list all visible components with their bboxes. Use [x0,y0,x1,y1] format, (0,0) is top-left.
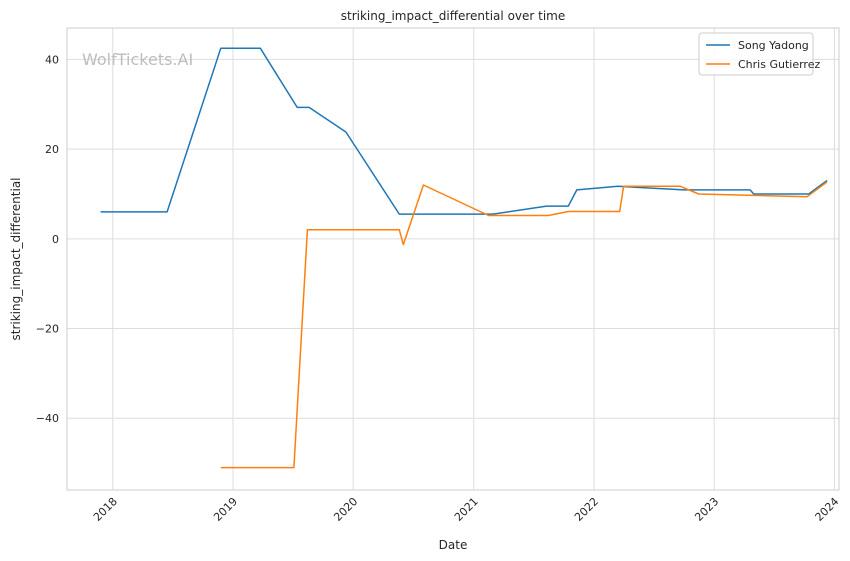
legend: Song Yadong Chris Gutierrez [698,32,820,76]
y-tick-label: 0 [52,233,59,246]
plot-frame [66,27,840,491]
y-tick-label: −40 [36,412,59,425]
legend-label-chris-gutierrez: Chris Gutierrez [738,58,820,71]
grid-lines [67,28,839,490]
y-tick-label: −20 [36,323,59,336]
y-axis-title: striking_impact_differential [9,177,23,340]
y-tick-label: 20 [45,143,59,156]
watermark-text: WolfTickets.AI [82,50,193,69]
series-line-chris-gutierrez [220,181,828,469]
legend-label-song-yadong: Song Yadong [738,39,809,52]
series-line-song-yadong [100,47,828,215]
series-lines [100,47,828,469]
chart-title: striking_impact_differential over time [341,9,566,23]
y-tick-label: 40 [45,53,59,66]
x-axis-title: Date [439,538,468,552]
